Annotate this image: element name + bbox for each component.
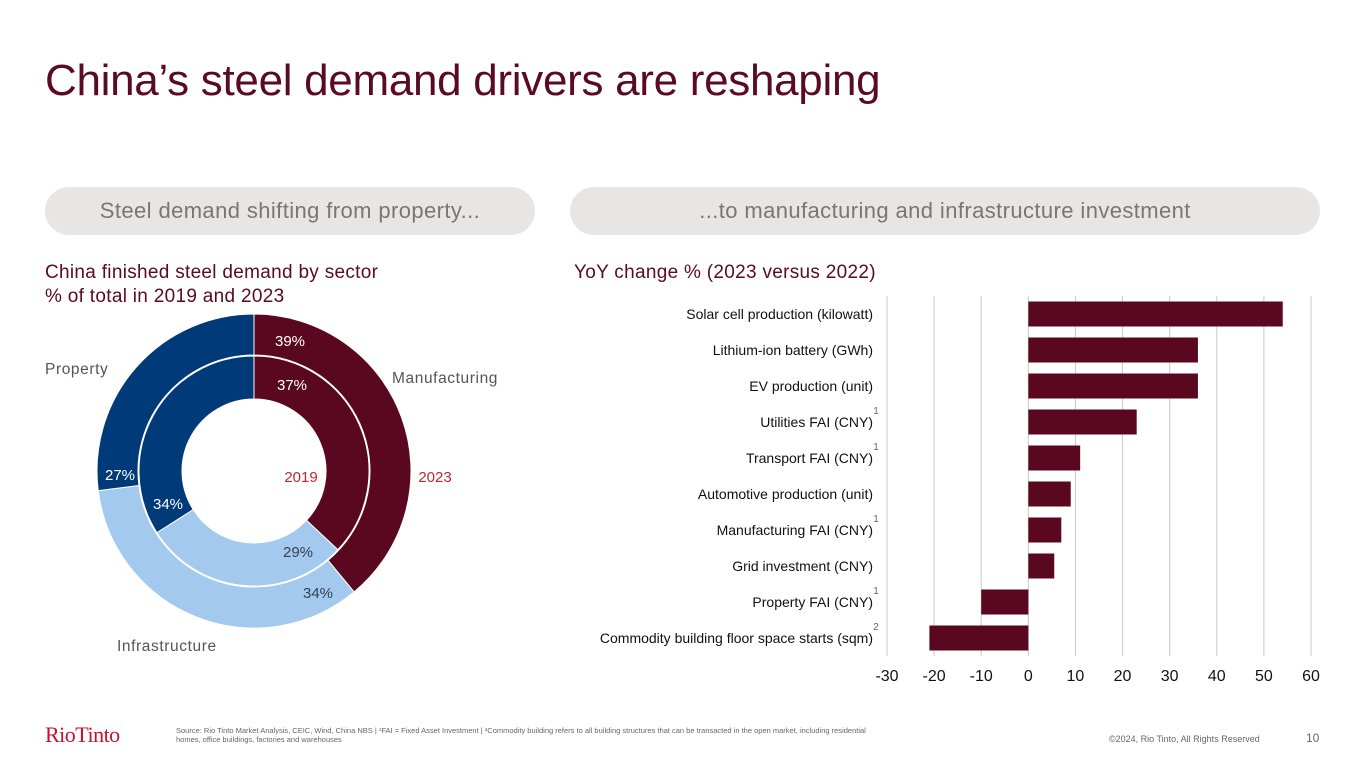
donut-slice-2023-property <box>96 313 255 492</box>
category-label: Commodity building floor space starts (s… <box>600 630 873 646</box>
footnote-marker: 1 <box>873 406 879 417</box>
slide-title: China’s steel demand drivers are reshapi… <box>45 56 881 105</box>
bar <box>1028 445 1081 471</box>
category-label: Utilities FAI (CNY) <box>760 414 873 430</box>
bar <box>1028 409 1137 435</box>
donut-chart: 37% 29% 34% 39% 34% 27% 2019 2023 Manufacturing I… <box>45 313 498 655</box>
category-label: Lithium-ion battery (GWh) <box>713 342 873 358</box>
category-label: Solar cell production (kilowatt) <box>686 306 873 322</box>
footnote-marker: 1 <box>873 514 879 525</box>
bar <box>1028 481 1071 507</box>
bar-chart-title: YoY change % (2023 versus 2022) <box>574 262 876 283</box>
x-tick-label: 40 <box>1208 668 1226 685</box>
footnote-marker: 1 <box>873 586 879 597</box>
donut-value-label-2019-infrastructure: 29% <box>283 544 313 561</box>
donut-slice-2023-manufacturing <box>253 313 412 593</box>
donut-category-label-property: Property <box>45 361 108 378</box>
footer-source-note: Source: Rio Tinto Market Analysis, CEIC,… <box>176 726 866 744</box>
donut-category-label-infrastructure: Infrastructure <box>117 638 217 655</box>
donut-value-label-2023-manufacturing: 39% <box>275 333 305 350</box>
donut-category-label-manufacturing: Manufacturing <box>392 370 498 387</box>
page-number: 10 <box>1306 731 1320 745</box>
x-tick-label: -20 <box>923 668 946 685</box>
category-label: Grid investment (CNY) <box>732 558 873 574</box>
donut-value-label-2023-infrastructure: 34% <box>303 585 333 602</box>
donut-year-label-2023: 2023 <box>418 469 451 486</box>
bar <box>1028 301 1283 327</box>
donut-value-label-2023-property: 27% <box>105 467 135 484</box>
category-label: EV production (unit) <box>749 378 873 394</box>
bar <box>929 625 1029 651</box>
bar <box>1028 553 1055 579</box>
right-section-header: ...to manufacturing and infrastructure i… <box>570 187 1320 235</box>
donut-slice-2019-property <box>138 355 255 534</box>
donut-year-label-2019: 2019 <box>284 469 317 486</box>
rio-tinto-logo: RioTinto <box>45 722 120 747</box>
donut-slice-2023-infrastructure <box>97 484 355 629</box>
donut-chart-title: China finished steel demand by sector <box>45 262 379 283</box>
x-tick-label: 0 <box>1024 668 1033 685</box>
x-tick-label: 60 <box>1302 668 1320 685</box>
category-label: Transport FAI (CNY) <box>746 450 873 466</box>
donut-chart-titles: China finished steel demand by sector % … <box>45 261 378 309</box>
donut-slice-2019-manufacturing <box>253 355 370 551</box>
footnote-marker: 1 <box>873 442 879 453</box>
bar <box>1028 517 1062 543</box>
x-tick-label: 20 <box>1114 668 1132 685</box>
donut-chart-subtitle: % of total in 2019 and 2023 <box>45 286 285 307</box>
bar <box>1028 337 1198 363</box>
category-label: Manufacturing FAI (CNY) <box>717 522 873 538</box>
donut-value-label-2019-manufacturing: 37% <box>277 377 307 394</box>
category-label: Property FAI (CNY) <box>752 594 873 610</box>
x-tick-label: 30 <box>1161 668 1179 685</box>
category-label: Automotive production (unit) <box>698 486 873 502</box>
left-section-header-text: Steel demand shifting from property... <box>99 198 481 223</box>
footnote-marker: 2 <box>873 622 879 633</box>
right-section-header-text: ...to manufacturing and infrastructure i… <box>699 198 1191 223</box>
x-tick-label: 50 <box>1255 668 1273 685</box>
left-section-header: Steel demand shifting from property... <box>45 187 535 235</box>
footer-copyright: ©2024, Rio Tinto, All Rights Reserved <box>1109 734 1260 744</box>
donut-slice-2019-infrastructure <box>156 508 339 587</box>
x-tick-label: -10 <box>970 668 993 685</box>
bar <box>1028 373 1198 399</box>
x-tick-label: -30 <box>875 668 898 685</box>
x-tick-label: 10 <box>1067 668 1085 685</box>
donut-value-label-2019-property: 34% <box>153 496 183 513</box>
bar <box>981 589 1029 615</box>
